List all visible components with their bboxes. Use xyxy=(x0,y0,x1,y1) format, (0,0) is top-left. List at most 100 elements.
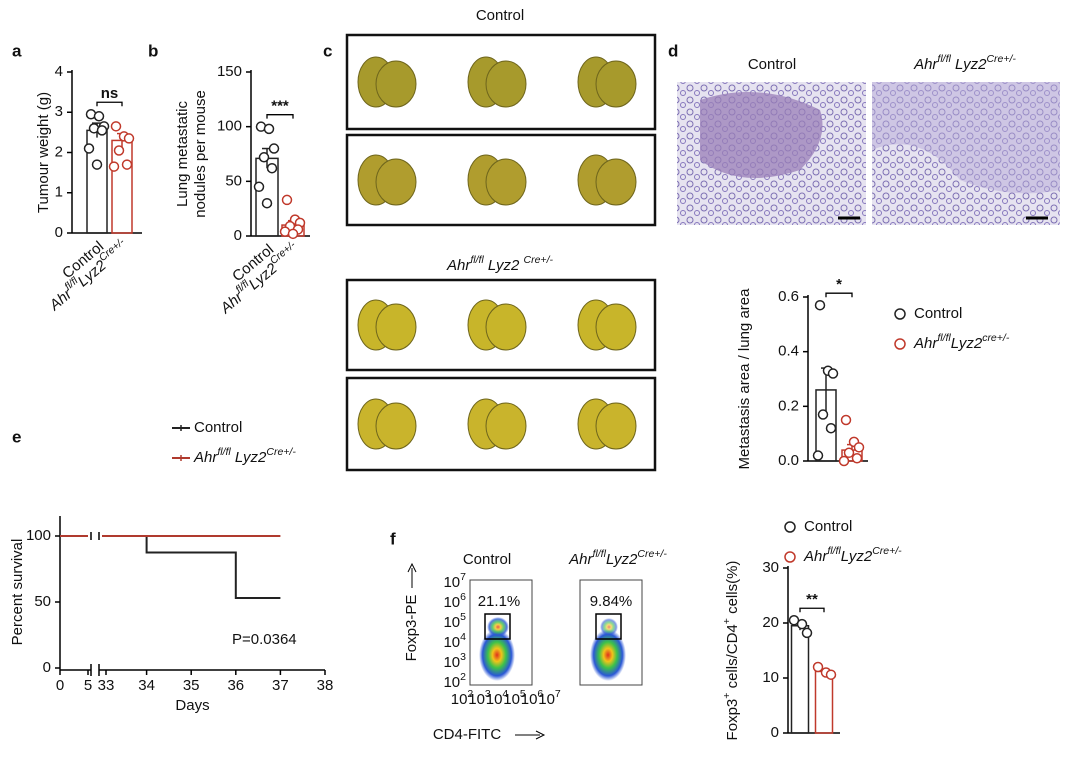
panel-label: b xyxy=(148,41,158,60)
image-label: Ahrfl/fl Lyz2Cre+/- xyxy=(913,53,1016,73)
x-tick-label: 34 xyxy=(138,677,155,694)
y-tick-label: 50 xyxy=(34,593,51,610)
text-segment: Lyz2 xyxy=(951,335,983,352)
legend-label: Ahrfl/flLyz2cre+/- xyxy=(913,332,1010,352)
flow-x-tick: 106 xyxy=(521,688,544,708)
superscript: Cre+/- xyxy=(266,446,296,458)
lung xyxy=(595,303,637,351)
legend-label: Ahrfl/flLyz2Cre+/- xyxy=(803,545,902,565)
significance-bracket xyxy=(825,292,853,298)
flow-y-tick: 105 xyxy=(443,611,466,631)
superscript: fl/fl xyxy=(937,332,951,344)
data-point xyxy=(113,145,125,156)
y-tick-label: 0.4 xyxy=(778,343,799,360)
text-segment: cells(%) xyxy=(724,561,741,619)
significance-label: * xyxy=(836,276,842,293)
superscript: 7 xyxy=(555,688,561,700)
data-point xyxy=(853,442,865,453)
lung xyxy=(375,158,417,206)
data-point xyxy=(108,161,120,172)
y-axis-label: Lung metastaticnodules per mouse xyxy=(174,90,209,218)
data-point xyxy=(843,447,855,459)
text-segment: Ahr xyxy=(193,449,218,466)
data-point xyxy=(840,414,852,426)
lung xyxy=(375,402,417,450)
superscript: 7 xyxy=(460,571,466,583)
superscript: fl/fl xyxy=(470,254,484,266)
data-point xyxy=(91,159,103,170)
text-segment: 10 xyxy=(443,634,460,651)
superscript: 4 xyxy=(460,631,466,643)
gate xyxy=(484,613,511,640)
image-label: Control xyxy=(748,56,796,73)
lung xyxy=(595,402,637,450)
text-segment: 10 xyxy=(468,691,485,708)
bar xyxy=(814,670,834,734)
gate xyxy=(595,613,622,640)
superscript: 2 xyxy=(467,688,473,700)
significance-label: ** xyxy=(806,591,818,608)
cell-cluster xyxy=(487,617,509,637)
y-axis-label: Tumour weight (g) xyxy=(35,92,52,213)
text-segment: Ahr xyxy=(446,257,471,274)
data-point xyxy=(814,299,826,311)
x-axis-label: Days xyxy=(175,697,209,714)
text-line: nodules per mouse xyxy=(192,90,209,218)
plot-label: Control xyxy=(463,551,511,568)
legend-marker xyxy=(784,521,796,533)
significance-bracket xyxy=(96,101,123,107)
flow-y-tick: 106 xyxy=(443,591,466,611)
y-tick-label: 0 xyxy=(43,659,51,676)
superscript: fl/fl xyxy=(827,545,841,557)
text-line: Lung metastatic xyxy=(174,101,191,207)
text-segment: 10 xyxy=(443,594,460,611)
superscript: + xyxy=(721,693,733,699)
text-segment: 10 xyxy=(521,691,538,708)
superscript: 3 xyxy=(460,651,466,663)
superscript: cre+/- xyxy=(982,332,1010,344)
data-point xyxy=(812,450,824,461)
panel-label: c xyxy=(323,41,332,60)
y-tick-label: 0.2 xyxy=(778,397,799,414)
y-tick-label: 1 xyxy=(55,184,63,201)
legend-marker xyxy=(894,308,906,320)
y-axis-label: Metastasis area / lung area xyxy=(736,288,753,470)
data-point xyxy=(812,661,824,673)
superscript: 2 xyxy=(460,671,466,683)
legend-marker xyxy=(894,338,906,350)
text-segment: 10 xyxy=(443,574,460,591)
superscript: Cre+/- xyxy=(268,238,299,266)
tissue-region xyxy=(872,82,1060,194)
lung xyxy=(595,158,637,206)
data-point xyxy=(93,111,105,122)
y-tick-label: 10 xyxy=(762,669,779,686)
x-tick-label: 5 xyxy=(84,677,92,694)
flow-y-tick: 107 xyxy=(443,571,466,591)
text-segment: Ahr xyxy=(568,551,593,568)
text-segment: 10 xyxy=(443,614,460,631)
y-tick-label: 50 xyxy=(225,172,242,189)
plot-label: Ahrfl/flLyz2Cre+/- xyxy=(568,548,667,568)
data-point xyxy=(796,618,808,630)
text-segment: Lyz2 xyxy=(606,551,638,568)
y-axis-label: Percent survival xyxy=(9,539,26,646)
superscript: Cre+/- xyxy=(986,53,1016,65)
superscript: Cre+/- xyxy=(524,254,554,266)
superscript: Cre+/- xyxy=(637,548,667,560)
text-segment: Lyz2 xyxy=(951,56,987,73)
x-tick-label: 33 xyxy=(98,677,115,694)
superscript: 6 xyxy=(537,688,543,700)
lung xyxy=(485,303,527,351)
gate-percentage: 21.1% xyxy=(478,593,521,610)
cell-cluster xyxy=(600,618,618,636)
lung xyxy=(485,402,527,450)
data-point xyxy=(825,422,837,434)
cell-cluster xyxy=(590,629,626,681)
panel-label: d xyxy=(668,41,678,60)
superscript: 4 xyxy=(502,688,508,700)
panel-label: f xyxy=(390,529,396,548)
flow-x-tick: 107 xyxy=(538,688,561,708)
text-segment: Lyz2 xyxy=(231,449,267,466)
data-point xyxy=(268,143,280,154)
